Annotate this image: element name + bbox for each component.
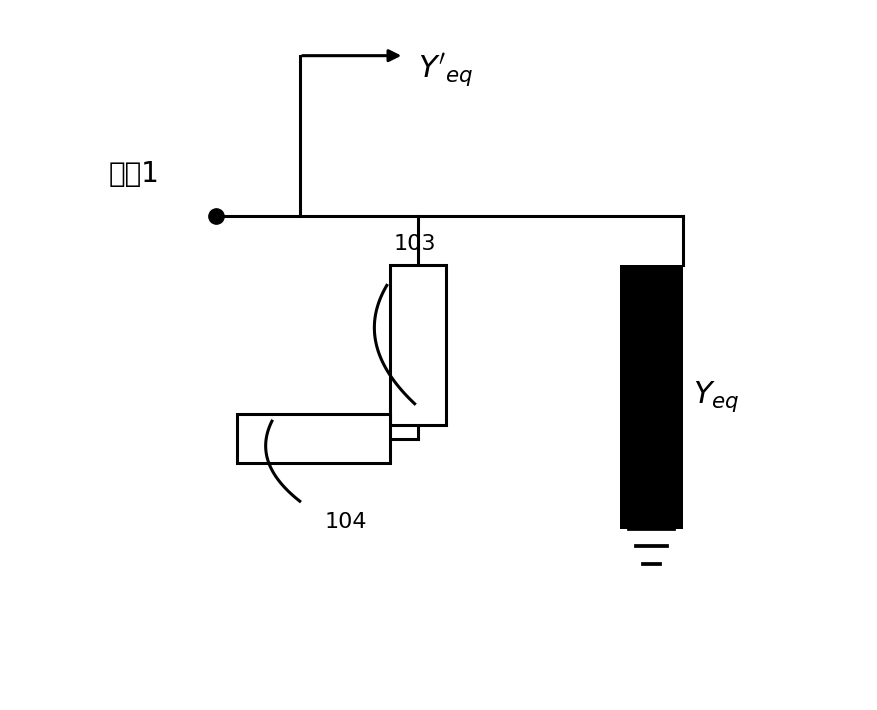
Text: 端口1: 端口1 bbox=[108, 160, 159, 188]
Bar bbox=[390, 265, 446, 425]
Text: 104: 104 bbox=[324, 512, 367, 532]
Text: $Y'_{eq}$: $Y'_{eq}$ bbox=[417, 50, 474, 89]
Bar bbox=[619, 265, 681, 529]
Text: 103: 103 bbox=[393, 234, 435, 254]
Text: $Y_{eq}$: $Y_{eq}$ bbox=[692, 379, 738, 414]
Bar bbox=[237, 414, 390, 463]
